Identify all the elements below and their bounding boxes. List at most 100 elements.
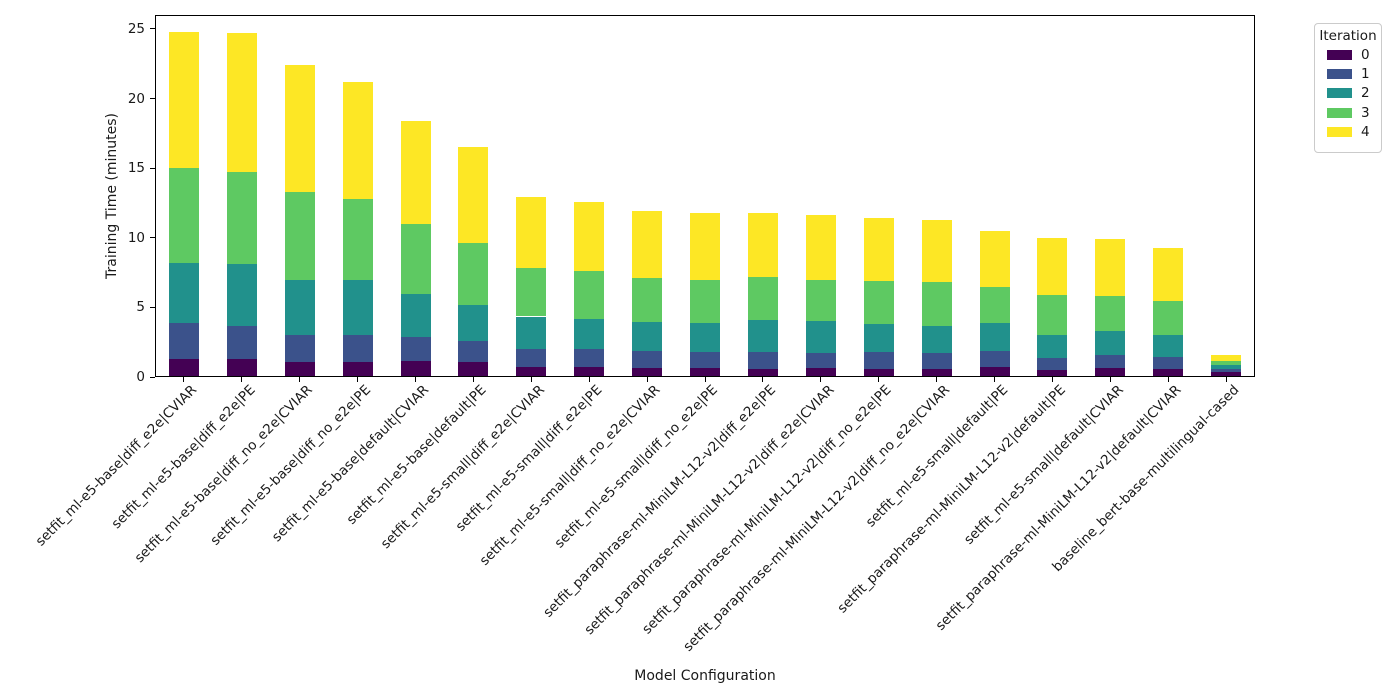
- legend-entry-label: 2: [1361, 85, 1370, 102]
- y-tick-mark: [150, 306, 155, 308]
- bar-segment-iter4: [1211, 355, 1242, 361]
- bar-segment-iter4: [574, 201, 605, 272]
- legend-entry: 0: [1315, 45, 1381, 64]
- bar-segment-iter3: [458, 243, 489, 305]
- bar-segment-iter0: [342, 362, 373, 377]
- bar-segment-iter1: [1153, 356, 1184, 369]
- bar-segment-iter0: [805, 367, 836, 377]
- bar-segment-iter1: [1037, 357, 1068, 370]
- bar-segment-iter0: [921, 368, 952, 377]
- bar-segment-iter0: [1037, 370, 1068, 377]
- bar-segment-iter4: [400, 120, 431, 224]
- bar-segment-iter4: [342, 81, 373, 199]
- bar-segment-iter3: [1095, 296, 1126, 332]
- bar-segment-iter0: [458, 361, 489, 377]
- bar-segment-iter0: [863, 368, 894, 377]
- x-tick-mark: [1167, 377, 1169, 382]
- bar-segment-iter4: [458, 147, 489, 244]
- legend-entry-label: 3: [1361, 104, 1370, 121]
- bar-segment-iter3: [574, 271, 605, 319]
- y-tick-mark: [150, 237, 155, 239]
- legend-swatch-iter3: [1327, 107, 1352, 118]
- bar-segment-iter2: [284, 279, 315, 335]
- legend-swatch-iter0: [1327, 49, 1352, 60]
- x-tick-mark: [299, 377, 301, 382]
- x-tick-mark: [183, 377, 185, 382]
- bar-segment-iter2: [979, 323, 1010, 352]
- bar-segment-iter3: [921, 282, 952, 326]
- bar-segment-iter1: [226, 326, 257, 359]
- legend-entries: 0 1 2 3 4: [1315, 45, 1381, 142]
- x-tick-mark: [762, 377, 764, 382]
- bar-segment-iter3: [979, 286, 1010, 324]
- bar-segment-iter4: [805, 214, 836, 280]
- x-tick-mark: [1225, 377, 1227, 382]
- bar-segment-iter1: [516, 348, 547, 368]
- bar-segment-iter0: [979, 367, 1010, 377]
- bar-segment-iter4: [284, 65, 315, 192]
- y-tick-label: 20: [127, 90, 145, 107]
- x-tick-mark: [820, 377, 822, 382]
- bar-segment-iter4: [863, 217, 894, 281]
- bar-segment-iter1: [979, 351, 1010, 368]
- y-tick-mark: [150, 376, 155, 378]
- bar-segment-iter0: [747, 368, 778, 377]
- bar-segment-iter2: [921, 325, 952, 353]
- bar-segment-iter4: [690, 212, 720, 280]
- bar-segment-iter3: [284, 191, 315, 280]
- y-tick-label: 10: [127, 229, 145, 246]
- bar-segment-iter0: [168, 358, 199, 377]
- bar-segment-iter0: [1095, 367, 1126, 377]
- x-tick-mark: [936, 377, 938, 382]
- x-tick-mark: [994, 377, 995, 382]
- x-tick-mark: [241, 377, 243, 382]
- bar-segment-iter3: [632, 278, 663, 322]
- x-tick-label: setfit_paraphrase-ml-MiniLM-L12-v2|diff_…: [680, 382, 953, 655]
- y-tick-mark: [150, 28, 155, 30]
- bar-segment-iter1: [921, 352, 952, 369]
- x-tick-mark: [588, 377, 590, 382]
- bar-segment-iter1: [805, 352, 836, 368]
- bar-segment-iter4: [1153, 248, 1184, 302]
- legend-entry: 3: [1315, 103, 1381, 122]
- bar-segment-iter2: [400, 293, 431, 337]
- y-tick-label: 5: [136, 299, 145, 316]
- legend-entry-label: 0: [1361, 46, 1370, 63]
- bar-segment-iter1: [690, 351, 720, 368]
- bar-segment-iter0: [400, 361, 431, 377]
- bar-segment-iter1: [342, 334, 373, 363]
- bar-segment-iter4: [1095, 239, 1126, 297]
- x-tick-mark: [415, 377, 416, 382]
- bar-segment-iter4: [1037, 237, 1068, 295]
- x-tick-mark: [357, 377, 359, 382]
- legend-entry: 4: [1315, 123, 1381, 142]
- y-axis-label: Training Time (minutes): [104, 113, 120, 279]
- bar-segment-iter2: [1095, 331, 1126, 356]
- bar-segment-iter4: [747, 213, 778, 277]
- bar-segment-iter4: [632, 211, 663, 279]
- bar-segment-iter2: [226, 263, 257, 327]
- bar-segment-iter3: [1153, 301, 1184, 335]
- bar-segment-iter1: [168, 322, 199, 359]
- legend-entry-label: 4: [1361, 124, 1370, 141]
- bar-segment-iter0: [1211, 372, 1242, 377]
- bar-segment-iter1: [1095, 355, 1126, 368]
- legend-entry: 2: [1315, 84, 1381, 103]
- bar-segment-iter4: [921, 219, 952, 283]
- x-tick-mark: [646, 377, 648, 382]
- legend-entry-label: 1: [1361, 66, 1370, 83]
- bar-segment-iter4: [168, 31, 199, 169]
- bar-segment-iter2: [1211, 365, 1242, 370]
- bar-segment-iter1: [574, 349, 605, 368]
- legend-swatch-iter4: [1327, 127, 1352, 138]
- legend-swatch-iter1: [1327, 69, 1352, 80]
- x-tick-mark: [1109, 377, 1111, 382]
- bar-segment-iter0: [226, 358, 257, 377]
- bar-segment-iter3: [747, 276, 778, 320]
- bar-segment-iter2: [690, 322, 720, 352]
- bar-segment-iter2: [574, 318, 605, 350]
- bar-segment-iter0: [574, 367, 605, 377]
- y-tick-label: 15: [127, 160, 145, 177]
- bar-segment-iter3: [690, 279, 720, 323]
